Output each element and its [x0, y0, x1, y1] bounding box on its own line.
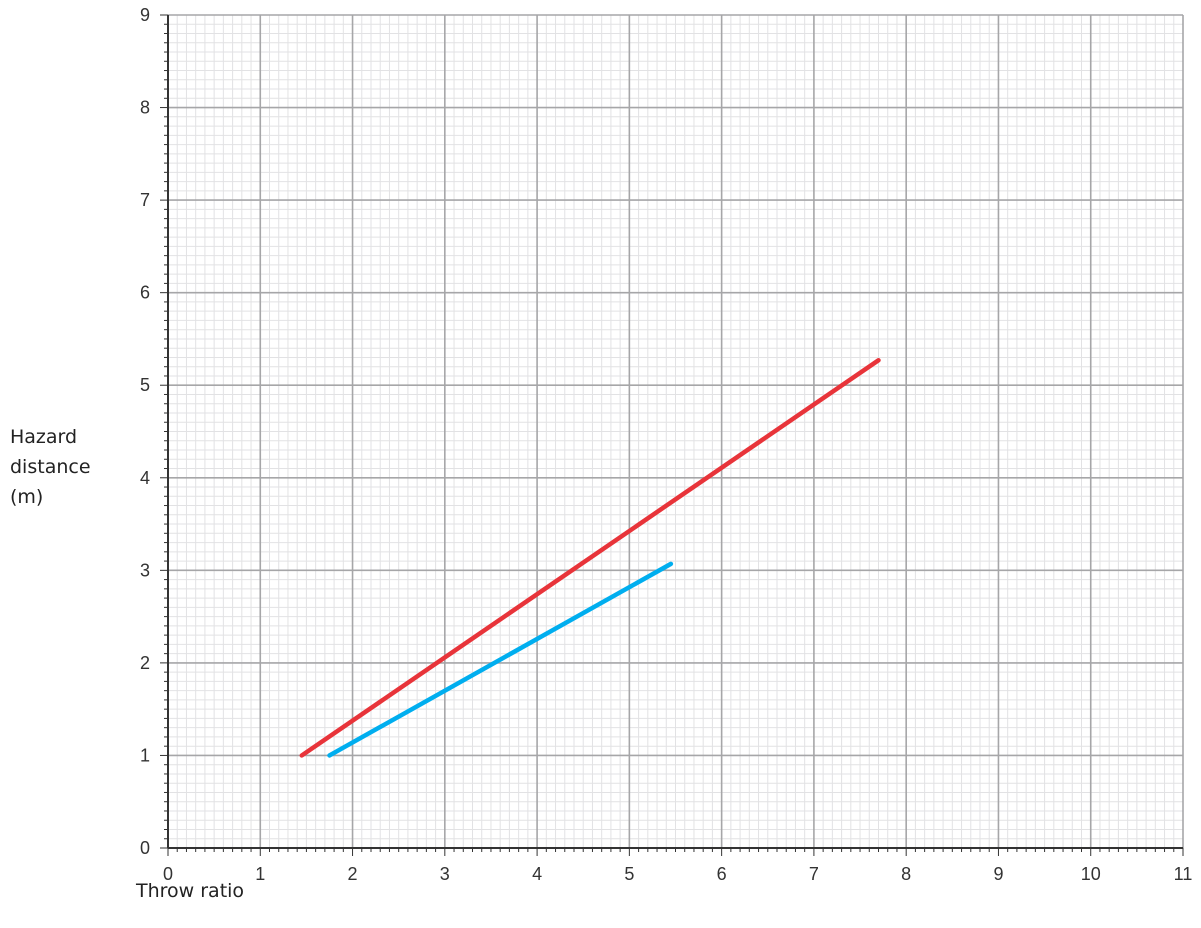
- x-tick-label: 2: [348, 864, 358, 884]
- y-tick-label: 7: [140, 190, 150, 210]
- x-tick-label: 4: [532, 864, 542, 884]
- y-tick-label: 6: [140, 283, 150, 303]
- x-tick-label: 0: [163, 864, 173, 884]
- x-tick-label: 10: [1081, 864, 1101, 884]
- y-axis-label-line-2: distance: [10, 456, 91, 478]
- y-tick-label: 5: [140, 375, 150, 395]
- y-tick-label: 0: [140, 838, 150, 858]
- series-line-2: [327, 561, 674, 758]
- axes: [160, 14, 1184, 856]
- x-tick-label: 5: [624, 864, 634, 884]
- y-tick-label: 1: [140, 745, 150, 765]
- x-tick-label: 9: [993, 864, 1003, 884]
- y-axis-label-line-1: Hazard: [10, 426, 78, 448]
- y-tick-label: 9: [140, 5, 150, 25]
- y-tick-label: 2: [140, 653, 150, 673]
- x-tick-label: 1: [255, 864, 265, 884]
- minor-grid: [168, 15, 1183, 848]
- y-tick-label: 8: [140, 98, 150, 118]
- y-tick-label: 4: [140, 468, 150, 488]
- x-tick-label: 8: [901, 864, 911, 884]
- x-axis-label: Throw ratio: [136, 880, 245, 902]
- x-tick-label: 6: [717, 864, 727, 884]
- x-tick-label: 7: [809, 864, 819, 884]
- series-lines: [299, 357, 881, 758]
- series-line-1: [299, 357, 881, 758]
- y-tick-labels: 0 1 2 3 4 5 6 7 8 9: [140, 5, 150, 858]
- y-axis-label-line-3: (m): [10, 486, 44, 508]
- x-tick-label: 3: [440, 864, 450, 884]
- x-tick-label: 11: [1174, 864, 1193, 884]
- y-tick-label: 3: [140, 560, 150, 580]
- x-tick-labels: 0 1 2 3 4 5 6 7 8 9 10 11: [163, 864, 1192, 884]
